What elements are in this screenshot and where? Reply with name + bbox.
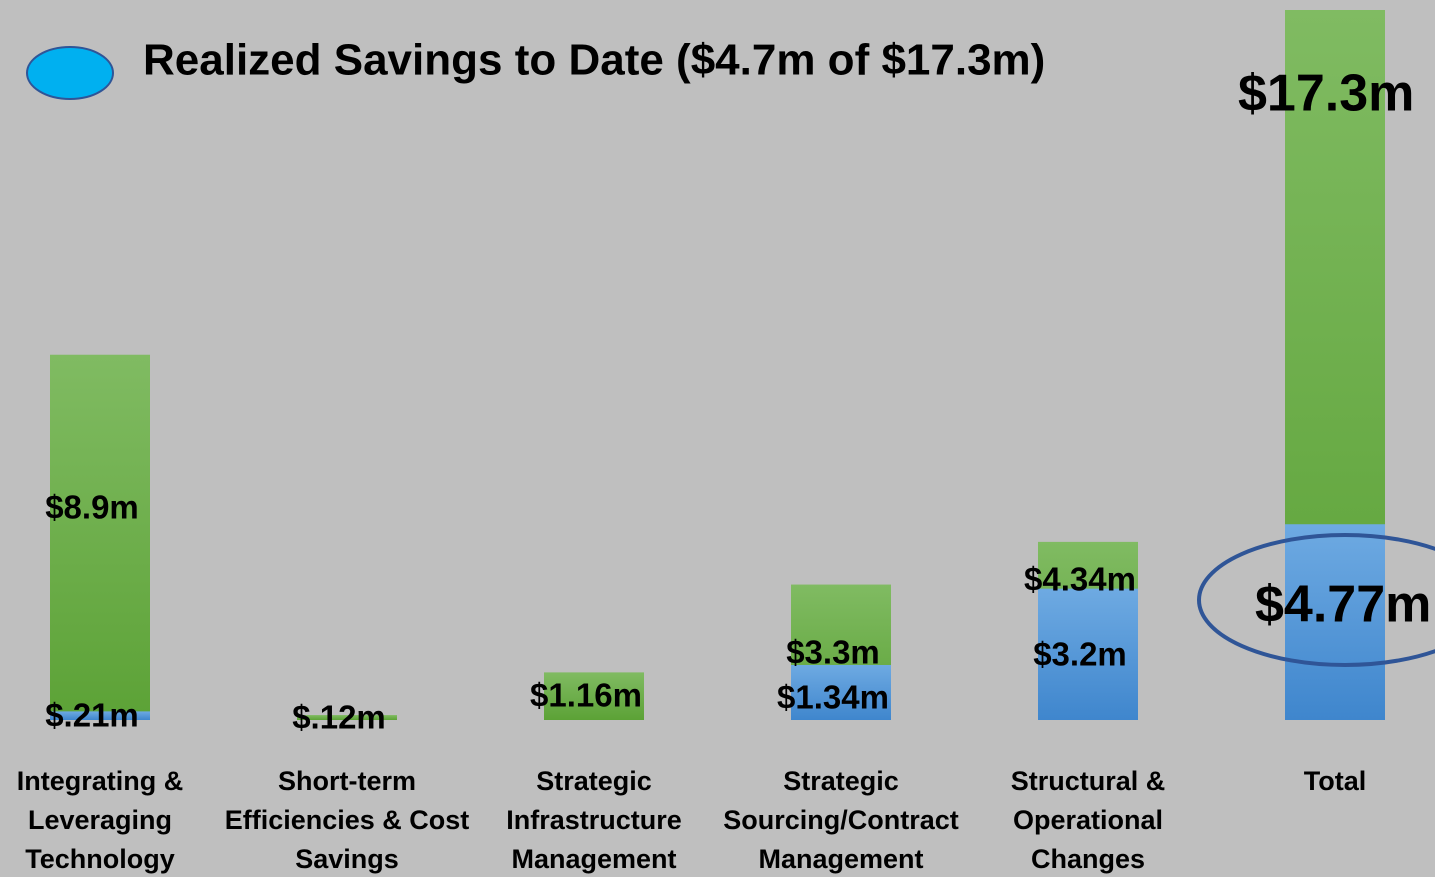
bar xyxy=(1285,524,1385,720)
data-label: $1.34m xyxy=(777,679,889,716)
x-tick-label: Strategic Sourcing/Contract Management xyxy=(723,766,959,874)
legend-swatch xyxy=(26,46,114,100)
data-label: $.21m xyxy=(45,697,139,734)
bar xyxy=(297,715,397,720)
x-tick-label: Integrating & Leveraging Technology xyxy=(16,766,184,874)
bar xyxy=(544,672,644,720)
x-tick-label: Short-term Efficiencies & Cost Savings xyxy=(224,766,470,874)
data-label: $8.9m xyxy=(45,489,139,526)
legend-label: Realized Savings to Date ($4.7m of $17.3… xyxy=(143,36,1045,85)
x-tick-label: Total xyxy=(1303,766,1367,796)
data-label: $4.77m xyxy=(1255,576,1431,634)
bar xyxy=(1038,588,1138,720)
highlight-ring xyxy=(1197,533,1435,667)
bar xyxy=(50,711,150,720)
x-tick-label: Structural & Operational Changes xyxy=(1010,766,1166,874)
x-tick-label: Strategic Infrastructure Management xyxy=(506,766,682,874)
data-label: $1.16m xyxy=(530,677,642,714)
data-label: $17.3m xyxy=(1238,65,1414,123)
data-label: $.12m xyxy=(292,699,386,736)
bar xyxy=(791,665,891,720)
data-label: $3.2m xyxy=(1033,636,1127,673)
bar xyxy=(50,354,150,720)
data-label: $3.3m xyxy=(786,634,880,671)
data-label: $4.34m xyxy=(1024,561,1136,598)
